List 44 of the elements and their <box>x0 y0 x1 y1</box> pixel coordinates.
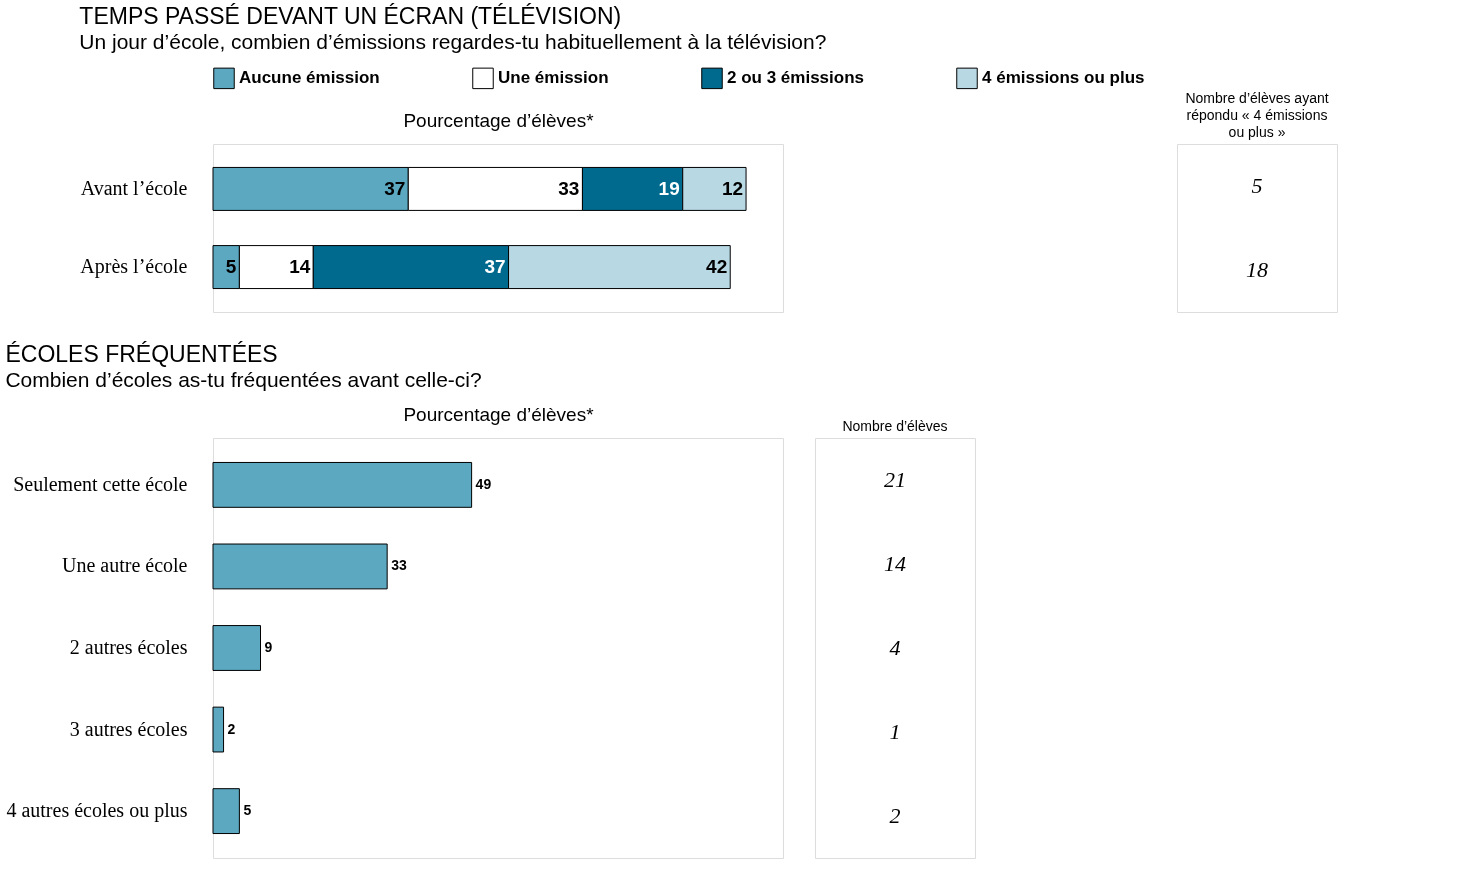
text: Nombre d’élèves ayant répondu « 4 émissions ou plus » <box>1185 90 1329 140</box>
chart-title: TEMPS PASSÉ DEVANT UN ÉCRAN (TÉLÉVISION) <box>79 2 622 29</box>
bar <box>212 461 473 508</box>
chart-subtitle: Un jour d’école, combien d’émissions regardes-tu habituellement à la télévision? <box>79 29 827 53</box>
y-tick-label: Seulement cette école <box>13 472 188 495</box>
data-label: 37 <box>384 177 406 199</box>
text: 14 <box>884 551 906 576</box>
y-tick-label: 4 autres écoles ou plus <box>6 799 188 823</box>
data-label: 19 <box>658 177 680 199</box>
data-label: 49 <box>475 475 492 492</box>
bar <box>212 543 388 590</box>
legend-label: Aucune émission <box>239 68 380 88</box>
data-label: 2 <box>227 720 236 737</box>
y-tick-label: Une autre école <box>62 554 188 577</box>
legend-label: Une émission <box>498 68 609 88</box>
text: 1 <box>889 719 901 744</box>
bar <box>212 625 261 671</box>
data-label: 33 <box>558 177 580 199</box>
bar <box>212 706 225 753</box>
data-label: 9 <box>264 639 273 655</box>
data-label: 14 <box>289 256 311 278</box>
chart-title: ÉCOLES FRÉQUENTÉES <box>5 340 278 367</box>
data-label: 5 <box>243 802 252 819</box>
data-label: 12 <box>721 177 744 199</box>
text: 18 <box>1246 257 1268 282</box>
y-tick-label: Avant l’école <box>80 176 188 199</box>
data-label: 33 <box>391 557 407 574</box>
data-label: 37 <box>484 256 506 278</box>
y-tick-label: 2 autres écoles <box>69 636 188 658</box>
data-label: 42 <box>706 256 728 278</box>
chart-subtitle: Combien d’écoles as-tu fréquentées avant celle-ci? <box>5 367 482 391</box>
legend-label: 2 ou 3 émissions <box>727 68 864 88</box>
text: 5 <box>1251 173 1263 198</box>
text: 2 <box>889 803 901 828</box>
y-tick-label: 3 autres écoles <box>69 717 188 740</box>
y-tick-label: Après l’école <box>80 255 188 279</box>
text: 4 <box>889 635 901 660</box>
text: 21 <box>884 467 906 492</box>
x-axis-title: Pourcentage d’élèves* <box>403 403 595 425</box>
x-axis-title: Pourcentage d’élèves* <box>403 109 595 131</box>
bar <box>212 788 240 835</box>
legend-label: 4 émissions ou plus <box>982 68 1145 88</box>
data-label: 5 <box>225 256 237 278</box>
text: Nombre d’élèves <box>842 418 948 434</box>
